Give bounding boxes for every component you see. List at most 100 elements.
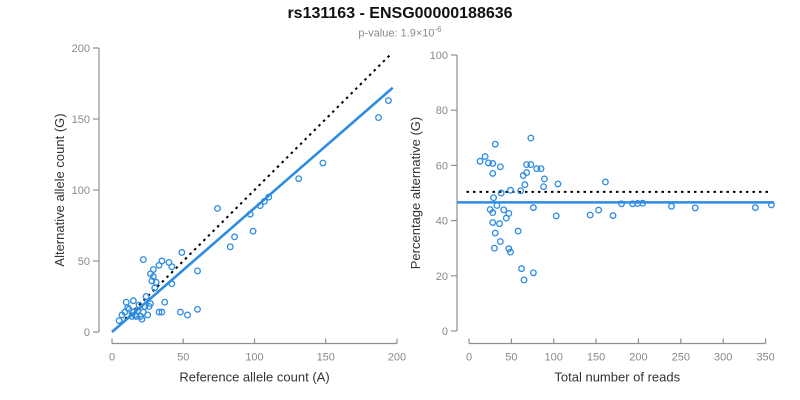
data-point (481, 153, 489, 161)
data-point (490, 244, 498, 252)
x-tick-label: 350 (756, 352, 774, 364)
data-point (523, 169, 531, 177)
data-point (552, 212, 560, 220)
data-point (246, 210, 254, 218)
data-point (142, 293, 150, 300)
x-tick-label: 50 (177, 352, 189, 364)
data-point (529, 204, 537, 212)
data-point (144, 311, 152, 319)
data-point (226, 243, 234, 251)
x-tick-label: 50 (505, 352, 517, 364)
y-tick-label: 100 (430, 50, 448, 62)
data-point (507, 186, 514, 194)
data-point (194, 267, 201, 275)
data-point (491, 229, 499, 237)
data-point (497, 189, 505, 197)
left-scatter-panel: 0 50 100 150 200 0 50 100 150 200 Reference allele… (52, 43, 406, 385)
y-tick-label: 150 (72, 114, 90, 126)
y-axis-title: Alternative allele count (G) (52, 113, 67, 266)
x-tick-label: 150 (587, 352, 605, 364)
data-point (586, 211, 594, 219)
data-point (141, 302, 149, 310)
fit-line (111, 86, 394, 333)
data-point (176, 308, 184, 316)
y-tick-label: 200 (72, 43, 90, 55)
x-tick-label: 100 (545, 352, 563, 364)
data-point (295, 175, 303, 183)
x-tick-label: 150 (317, 352, 335, 364)
data-point (505, 245, 513, 253)
data-point (149, 266, 157, 273)
data-point (161, 298, 169, 306)
data-point (520, 276, 528, 284)
data-point (507, 248, 514, 256)
data-point (168, 263, 176, 271)
data-point (609, 212, 617, 220)
figure-subtitle: p-value: 1.9×10-6 (0, 25, 800, 40)
data-point (768, 201, 775, 209)
data-point (149, 273, 157, 281)
data-point (540, 175, 548, 183)
y-tick-label: 0 (84, 327, 90, 339)
data-point (540, 183, 548, 191)
data-point (124, 304, 132, 312)
data-point (500, 206, 508, 214)
y-tick-label: 50 (78, 256, 90, 268)
data-point (554, 180, 562, 188)
data-point (517, 187, 525, 195)
data-point (618, 200, 625, 208)
y-tick-label: 20 (436, 271, 448, 283)
x-tick-label: 200 (629, 352, 647, 364)
data-point (231, 233, 238, 241)
data-point (158, 257, 166, 265)
data-point (155, 308, 163, 316)
data-point (491, 140, 499, 148)
data-point (691, 204, 699, 212)
data-point (152, 278, 160, 286)
x-tick-label: 300 (714, 352, 732, 364)
data-point (178, 249, 186, 256)
data-point (521, 181, 529, 189)
data-point (489, 219, 497, 226)
x-tick-label: 200 (388, 352, 406, 364)
identity-line (119, 54, 391, 325)
data-point (261, 197, 268, 205)
data-point (529, 269, 537, 277)
data-point (537, 165, 545, 173)
pvalue-exponent: -6 (434, 25, 442, 34)
x-axis-title: Total number of reads (554, 370, 680, 385)
x-axis-title: Reference allele count (A) (179, 370, 329, 385)
data-point (256, 202, 264, 210)
data-point (122, 298, 130, 306)
data-point (505, 209, 513, 217)
y-axis-title: Percentage alternative (G) (408, 117, 423, 269)
data-point (138, 315, 146, 323)
data-point (129, 297, 137, 305)
data-point (496, 163, 504, 171)
data-point (168, 280, 176, 288)
data-point (518, 265, 525, 273)
x-tick-label: 0 (109, 352, 115, 364)
data-point (139, 256, 147, 264)
x-tick-label: 0 (466, 352, 472, 364)
data-point (751, 204, 759, 212)
y-tick-label: 40 (436, 216, 448, 228)
data-point (490, 194, 498, 202)
data-point (493, 201, 501, 209)
data-point (601, 178, 609, 186)
data-point (595, 206, 603, 214)
data-point (265, 193, 273, 201)
data-point (148, 277, 156, 285)
data-point (489, 169, 497, 177)
data-point (489, 160, 497, 167)
data-point (158, 308, 166, 316)
data-point (668, 202, 675, 210)
data-point (213, 205, 221, 212)
data-point (485, 159, 492, 167)
data-point (514, 227, 522, 235)
data-point (319, 159, 327, 167)
data-point (533, 165, 541, 173)
y-tick-label: 80 (436, 105, 448, 117)
data-point (115, 317, 123, 325)
